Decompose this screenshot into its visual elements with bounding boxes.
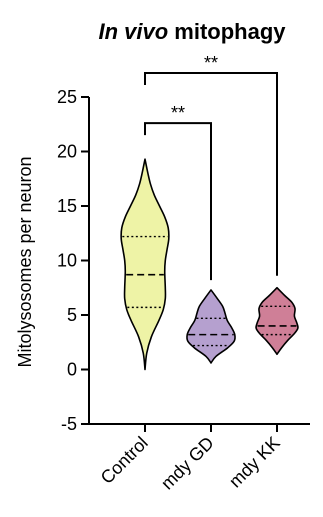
violin-body bbox=[186, 289, 236, 364]
significance-bracket: ** bbox=[144, 53, 278, 276]
chart-title-rest: mitophagy bbox=[168, 19, 286, 44]
y-tick-label: -5 bbox=[61, 414, 77, 434]
y-axis: -5 0 5 10 15 20 25 bbox=[57, 87, 90, 434]
y-tick-label: 25 bbox=[57, 87, 77, 107]
x-tick-label: mdy GD bbox=[157, 433, 218, 494]
y-tick-label: 15 bbox=[57, 196, 77, 216]
violin-body bbox=[120, 158, 170, 371]
significance-label: ** bbox=[171, 103, 185, 123]
chart-title-italic: In vivo bbox=[98, 19, 168, 44]
y-axis-label: Mitolysosomes per neuron bbox=[15, 156, 35, 367]
violin-mdy-kk bbox=[255, 286, 299, 356]
significance-bracket: ** bbox=[144, 103, 212, 281]
chart-title: In vivo mitophagy bbox=[98, 19, 286, 44]
y-tick-label: 0 bbox=[67, 360, 77, 380]
x-axis: Control mdy GD mdy KK bbox=[89, 423, 310, 494]
bracket-line bbox=[144, 122, 212, 281]
y-tick-label: 5 bbox=[67, 305, 77, 325]
violin-mdy-gd bbox=[186, 289, 236, 364]
bracket-line bbox=[144, 72, 278, 276]
violins bbox=[120, 158, 299, 371]
significance-brackets: ** ** bbox=[144, 53, 278, 281]
x-tick-label: mdy KK bbox=[225, 433, 284, 492]
y-tick-label: 20 bbox=[57, 142, 77, 162]
violin-control bbox=[120, 158, 170, 371]
x-tick-label: Control bbox=[97, 433, 152, 488]
violin-body bbox=[255, 286, 299, 356]
y-tick-label: 10 bbox=[57, 251, 77, 271]
significance-label: ** bbox=[204, 53, 218, 73]
